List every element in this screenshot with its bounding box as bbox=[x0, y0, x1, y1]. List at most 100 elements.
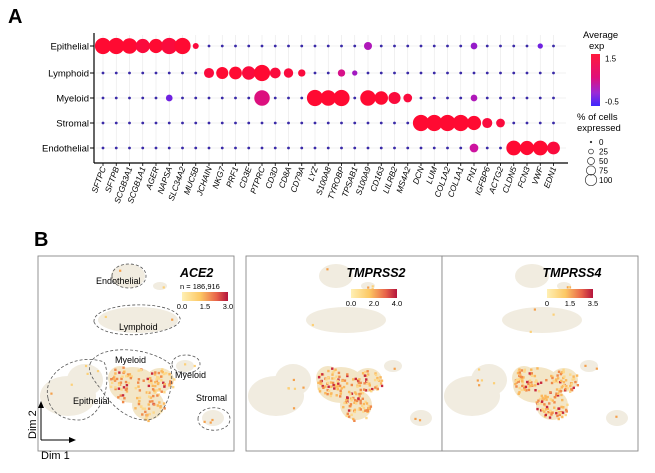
expression-cell bbox=[324, 385, 327, 388]
expression-cell bbox=[564, 379, 568, 382]
expression-cell bbox=[393, 367, 396, 370]
expression-cell bbox=[534, 389, 537, 392]
expression-cell bbox=[520, 369, 524, 372]
expression-cell bbox=[518, 391, 521, 394]
dot-myeloid-actg2 bbox=[499, 96, 502, 100]
expression-cell bbox=[547, 411, 550, 414]
expression-cell bbox=[111, 381, 114, 385]
expression-cell bbox=[373, 378, 377, 382]
cell-cluster-blob bbox=[361, 282, 375, 290]
expression-cell bbox=[117, 396, 120, 399]
expression-cell bbox=[544, 394, 547, 398]
cell-cluster-blob bbox=[557, 282, 571, 290]
dot-stromal-dcn bbox=[412, 114, 430, 132]
dot-stromal-fn1 bbox=[466, 115, 482, 131]
dot-endothelial-cd8a bbox=[287, 146, 290, 150]
dot-epithelial-col1a1 bbox=[459, 44, 463, 48]
expression-cell bbox=[321, 384, 324, 388]
dot-myeloid-cd8a bbox=[287, 96, 290, 100]
expression-cell bbox=[331, 371, 335, 374]
expression-cell bbox=[151, 400, 154, 403]
color-legend-ticks: 1.5 -0.5 bbox=[600, 54, 619, 107]
expression-cell bbox=[480, 379, 484, 382]
expression-cell bbox=[518, 377, 521, 381]
expression-cell bbox=[350, 413, 353, 417]
expression-cell bbox=[352, 417, 355, 421]
expression-cell bbox=[546, 407, 550, 411]
dot-endothelial-sftpb bbox=[114, 146, 118, 150]
expression-cell bbox=[368, 388, 371, 392]
cell-cluster-blob bbox=[410, 410, 432, 426]
expression-cell bbox=[335, 375, 338, 378]
expression-cell bbox=[346, 396, 349, 400]
expression-cell bbox=[349, 403, 353, 406]
umap-panel-tmprss4: TMPRSS4 0 1.5 3.5 bbox=[441, 255, 639, 452]
expression-cell bbox=[530, 381, 533, 384]
dot-myeloid-fcn3 bbox=[525, 96, 529, 100]
expression-cell bbox=[535, 401, 538, 404]
dot-stromal-cd3d bbox=[273, 121, 277, 125]
expression-cell bbox=[595, 367, 598, 370]
expression-cell bbox=[545, 398, 548, 401]
expression-cell bbox=[331, 381, 335, 385]
expression-cell bbox=[533, 374, 537, 378]
dot-lymphoid-tyrobp bbox=[337, 69, 346, 77]
expression-cell bbox=[124, 388, 128, 391]
dot-epithelial-s100a8 bbox=[326, 44, 330, 48]
expression-cell bbox=[302, 386, 305, 389]
expression-cell bbox=[523, 386, 526, 390]
expression-cell bbox=[539, 409, 543, 412]
expression-cell bbox=[553, 380, 556, 383]
dot-myeloid-col1a2 bbox=[446, 96, 449, 100]
dot-stromal-cldn5 bbox=[512, 121, 516, 125]
dot-epithelial-cd79a bbox=[300, 44, 304, 48]
expression-cell bbox=[340, 387, 343, 390]
expression-cell bbox=[149, 380, 152, 384]
expression-cell bbox=[160, 370, 163, 373]
expression-cell bbox=[365, 374, 369, 378]
dot-endothelial-vwf bbox=[532, 140, 548, 156]
dot-lymphoid-col1a2 bbox=[446, 71, 449, 75]
expression-cell bbox=[376, 376, 379, 380]
colorbar-tick: 1.5 bbox=[565, 299, 575, 308]
dot-lymphoid-actg2 bbox=[499, 71, 502, 75]
expression-cell bbox=[327, 369, 330, 373]
dot-stromal-s100a8 bbox=[326, 121, 330, 125]
expression-cell bbox=[353, 401, 356, 404]
expression-cell bbox=[520, 388, 523, 392]
dot-myeloid-cd163 bbox=[374, 91, 388, 105]
dim2-arrow-head bbox=[38, 401, 44, 408]
expression-cell bbox=[561, 398, 564, 402]
expression-cell bbox=[478, 384, 481, 387]
dot-epithelial-edn1 bbox=[552, 44, 555, 48]
cluster-outline bbox=[171, 354, 201, 374]
expression-cell bbox=[543, 404, 547, 407]
row-label: Epithelial bbox=[50, 41, 89, 52]
expression-cell bbox=[155, 375, 159, 379]
umap-panels: ACE2 n = 186,916 0.0 1.5 3.0 Endothelial Lymph… bbox=[37, 255, 639, 452]
expression-cell bbox=[123, 370, 126, 374]
row-label: Myeloid bbox=[56, 93, 89, 104]
expression-cell bbox=[327, 376, 330, 379]
dot-epithelial-lyz bbox=[313, 44, 317, 48]
dot-lymphoid-sftpc bbox=[101, 71, 105, 75]
expression-cell bbox=[121, 394, 125, 397]
expression-cell bbox=[374, 373, 378, 377]
expression-cell bbox=[339, 392, 342, 395]
dot-endothelial-slc34a2 bbox=[181, 146, 184, 150]
dot-lymphoid-cd8a bbox=[283, 68, 294, 78]
expression-cell bbox=[529, 384, 532, 388]
expression-cell bbox=[324, 391, 327, 395]
dot-myeloid-s100a8 bbox=[320, 90, 337, 106]
dot-lymphoid-tpsab1 bbox=[352, 70, 358, 76]
dot-endothelial-col1a1 bbox=[459, 146, 463, 150]
row-label: Endothelial bbox=[42, 143, 89, 154]
expression-cell bbox=[346, 373, 349, 376]
expression-cell bbox=[575, 374, 579, 377]
dot-lymphoid-ager bbox=[154, 71, 158, 75]
color-legend-title-1: Average bbox=[583, 30, 618, 41]
dot-epithelial-cldn5 bbox=[512, 44, 516, 48]
expression-cell bbox=[117, 383, 121, 387]
